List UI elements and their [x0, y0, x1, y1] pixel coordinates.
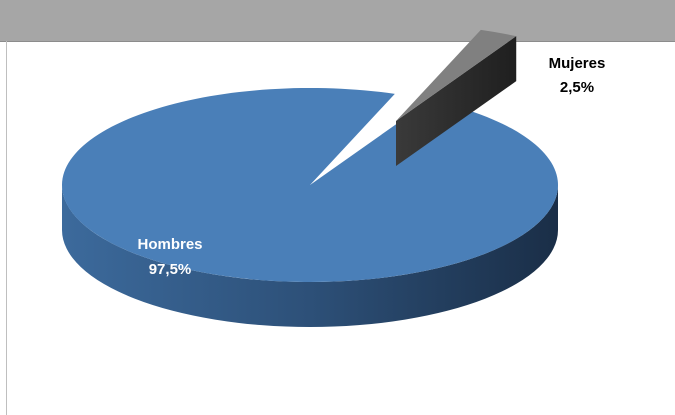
- frame-border: [6, 41, 7, 415]
- label-mujeres-name: Mujeres: [549, 55, 606, 72]
- label-hombres-name: Hombres: [137, 236, 202, 253]
- header-band: [0, 0, 675, 42]
- label-mujeres-value: 2,5%: [560, 79, 594, 96]
- label-hombres-value: 97,5%: [149, 261, 192, 278]
- slice-hombres: [62, 88, 559, 327]
- slice-hombres-top: [62, 88, 559, 282]
- slice-mujeres-top: [396, 29, 517, 121]
- slice-hombres-side: [62, 185, 558, 327]
- slice-mujeres-side: [396, 36, 517, 166]
- slice-mujeres: [396, 29, 517, 166]
